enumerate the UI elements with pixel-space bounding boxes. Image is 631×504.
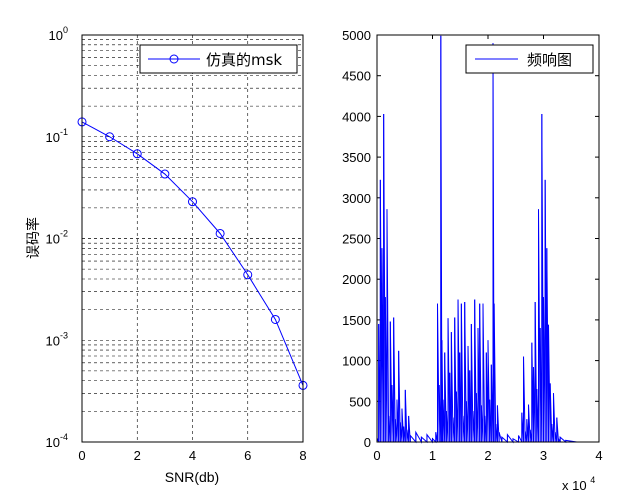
ber-x-axis: 0 2 4 6 8 xyxy=(78,448,306,463)
ber-point xyxy=(215,228,225,238)
ber-y-tick-base: 10 xyxy=(46,333,60,348)
ber-point xyxy=(243,270,253,280)
freq-x-tick-2: 2 xyxy=(484,448,491,463)
ber-point xyxy=(132,149,142,159)
freq-y-tick-9: 4500 xyxy=(342,69,371,84)
ber-x-tick-3: 6 xyxy=(244,448,251,463)
freq-y-tick-5: 2500 xyxy=(342,232,371,247)
freq-y-tick-8: 4000 xyxy=(342,109,371,124)
ber-y-tick-base: 10 xyxy=(46,130,60,145)
freq-x-multiplier: x 10 4 xyxy=(562,475,595,493)
freq-y-axis: 0 500 1000 1500 2000 2500 3000 3500 4000 4500 5000 xyxy=(342,28,599,450)
ber-y-label: 误码率 xyxy=(25,217,42,259)
freq-y-tick-3: 1500 xyxy=(342,313,371,328)
freq-x-multiplier-exp: 4 xyxy=(590,475,595,485)
freq-y-tick-7: 3500 xyxy=(342,150,371,165)
freq-legend-label: 频响图 xyxy=(527,51,572,69)
ber-y-tick-exp: -1 xyxy=(60,127,68,137)
freq-y-tick-6: 3000 xyxy=(342,191,371,206)
freq-x-tick-1: 1 xyxy=(429,448,436,463)
ber-x-label: SNR(db) xyxy=(165,469,219,485)
ber-legend-label: 仿真的msk xyxy=(206,51,282,69)
freq-y-tick-2: 1000 xyxy=(342,354,371,369)
freq-x-tick-3: 3 xyxy=(540,448,547,463)
freq-x-multiplier-base: x 10 xyxy=(562,478,587,493)
ber-y-tick-base: 10 xyxy=(46,232,60,247)
ber-y-tick-1: 10-1 xyxy=(46,127,68,145)
ber-y-tick-3: 10-3 xyxy=(46,330,68,348)
ber-y-tick-exp: -3 xyxy=(60,330,68,340)
ber-x-tick-4: 8 xyxy=(299,448,306,463)
ber-point xyxy=(160,169,170,179)
ber-point xyxy=(188,197,197,207)
ber-y-tick-exp: -4 xyxy=(60,432,68,442)
freq-series xyxy=(376,35,599,444)
ber-y-tick-0: 100 xyxy=(49,25,68,43)
ber-x-tick-1: 2 xyxy=(134,448,141,463)
ber-y-tick-2: 10-2 xyxy=(46,229,68,247)
ber-y-tick-exp: 0 xyxy=(63,25,68,35)
ber-y-tick-exp: -2 xyxy=(60,229,68,239)
ber-point xyxy=(105,132,115,142)
freq-legend: 频响图 xyxy=(465,44,594,74)
freq-y-tick-10: 5000 xyxy=(342,28,371,43)
freq-x-tick-0: 0 xyxy=(373,448,380,463)
freq-x-tick-4: 4 xyxy=(595,448,602,463)
ber-y-tick-base: 10 xyxy=(49,28,63,43)
freq-plot: 0 500 1000 1500 2000 2500 3000 3500 4000 4500 5000… xyxy=(342,28,603,493)
ber-point xyxy=(270,314,280,324)
ber-legend: 仿真的msk xyxy=(139,44,298,74)
ber-y-tick-4: 10-4 xyxy=(46,432,68,450)
freq-y-tick-4: 2000 xyxy=(342,272,371,287)
ber-x-tick-0: 0 xyxy=(78,448,85,463)
ber-x-tick-2: 4 xyxy=(189,448,196,463)
ber-y-tick-base: 10 xyxy=(46,435,60,450)
ber-legend-marker xyxy=(169,54,179,64)
ber-series-line xyxy=(81,121,304,386)
freq-y-tick-1: 500 xyxy=(349,394,371,409)
freq-y-tick-0: 0 xyxy=(364,435,371,450)
